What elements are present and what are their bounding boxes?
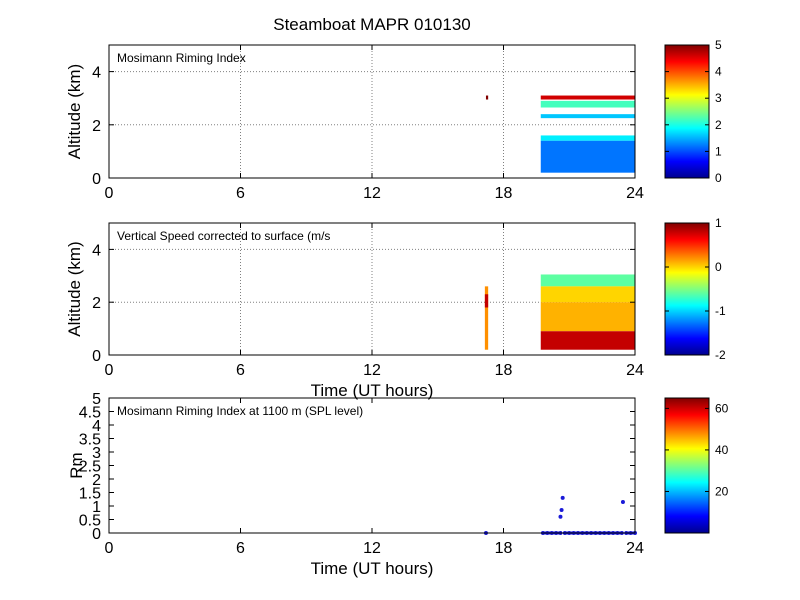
colorbar-tick-label: 1 xyxy=(715,144,722,158)
heatmap-cell xyxy=(484,286,489,350)
x-tick-label: 24 xyxy=(626,362,644,379)
panel-annotation: Mosimann Riming Index xyxy=(117,51,246,65)
x-tick-label: 0 xyxy=(105,185,114,202)
colorbar-frame xyxy=(664,397,710,534)
colorbar-frame xyxy=(664,44,710,179)
colorbar-tick-label: -2 xyxy=(715,348,726,362)
x-tick-label: 18 xyxy=(495,362,513,379)
colorbar-tick-label: 1 xyxy=(715,216,722,230)
scatter-point xyxy=(620,499,625,504)
x-tick-label: 6 xyxy=(236,185,245,202)
y-tick-label: 4.5 xyxy=(79,405,101,422)
y-tick-label: 2.5 xyxy=(79,459,101,476)
colorbar-frame xyxy=(664,222,710,356)
y-tick-label: 2 xyxy=(92,118,101,135)
x-tick-label: 24 xyxy=(626,540,644,557)
y-tick-label: 0 xyxy=(92,171,101,188)
x-tick-label: 0 xyxy=(105,362,114,379)
panel-annotation: Vertical Speed corrected to surface (m/s xyxy=(117,229,330,243)
heatmap-cell xyxy=(540,114,635,119)
heatmap-cell xyxy=(540,140,635,173)
heatmap-cell xyxy=(540,135,635,141)
heatmap-cell xyxy=(540,274,635,287)
plot-frame xyxy=(108,397,636,534)
x-axis-label: Time (UT hours) xyxy=(311,381,434,400)
y-axis-label: Altitude (km) xyxy=(65,241,84,336)
colorbar-tick-label: 0 xyxy=(715,260,722,274)
y-tick-label: 1.5 xyxy=(79,486,101,503)
y-axis-label: Altitude (km) xyxy=(65,64,84,159)
heatmap-cell xyxy=(540,331,635,350)
y-tick-label: 3.5 xyxy=(79,432,101,449)
y-tick-label: 2 xyxy=(92,295,101,312)
y-axis-label: Rm xyxy=(67,452,86,478)
colorbar-gradient xyxy=(665,223,709,355)
y-tick-label: 0 xyxy=(92,348,101,365)
x-tick-label: 6 xyxy=(236,362,245,379)
y-tick-label: 5 xyxy=(92,391,101,408)
y-tick-label: 0.5 xyxy=(79,513,101,530)
heatmap-cell xyxy=(484,294,489,308)
colorbar-tick-label: 4 xyxy=(715,65,722,79)
colorbar-tick-label: 20 xyxy=(715,484,729,498)
x-axis-label: Time (UT hours) xyxy=(311,559,434,578)
colorbar-tick-label: 0 xyxy=(715,171,722,185)
x-tick-label: 12 xyxy=(363,362,381,379)
x-tick-label: 18 xyxy=(495,185,513,202)
heatmap-cell xyxy=(540,302,635,332)
colorbar-tick-label: -1 xyxy=(715,304,726,318)
colorbar-tick-label: 60 xyxy=(715,401,729,415)
colorbar-tick-label: 5 xyxy=(715,38,722,52)
colorbar-gradient xyxy=(665,45,709,178)
y-tick-label: 4 xyxy=(92,418,101,435)
x-tick-label: 6 xyxy=(236,540,245,557)
panel-3: 0 6 12 18 24 00.511.522.533.544.55 Mosimann Ri… xyxy=(67,391,729,578)
y-tick-label: 0 xyxy=(92,526,101,543)
y-tick-label: 3 xyxy=(92,445,101,462)
y-tick-label: 1 xyxy=(92,499,101,516)
scatter-point xyxy=(558,514,563,519)
scatter-point xyxy=(560,495,565,500)
panel-annotation: Mosimann Riming Index at 1100 m (SPL lev… xyxy=(117,404,363,418)
heatmap-cell xyxy=(485,95,489,100)
x-tick-label: 24 xyxy=(626,185,644,202)
y-tick-label: 4 xyxy=(92,65,101,82)
colorbar-tick-label: 2 xyxy=(715,118,722,132)
x-tick-label: 18 xyxy=(495,540,513,557)
heatmap-cell xyxy=(540,286,635,303)
x-tick-label: 12 xyxy=(363,185,381,202)
colorbar-tick-label: 40 xyxy=(715,443,729,457)
y-tick-label: 2 xyxy=(92,472,101,489)
scatter-point xyxy=(559,508,564,513)
colorbar-tick-label: 3 xyxy=(715,91,722,105)
y-tick-label: 4 xyxy=(92,242,101,259)
x-tick-label: 12 xyxy=(363,540,381,557)
heatmap-cell xyxy=(540,95,635,100)
colorbar-gradient xyxy=(665,398,709,533)
heatmap-cell xyxy=(540,100,635,108)
x-tick-label: 0 xyxy=(105,540,114,557)
figure-title: Steamboat MAPR 010130 xyxy=(273,15,471,34)
